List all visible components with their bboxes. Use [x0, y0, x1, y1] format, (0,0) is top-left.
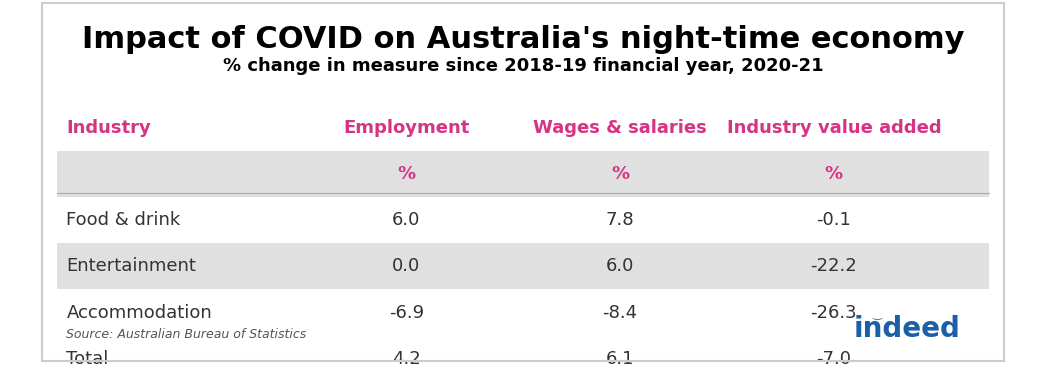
Text: Entertainment: Entertainment: [67, 257, 197, 275]
Text: -26.3: -26.3: [811, 303, 857, 322]
Text: indeed: indeed: [854, 315, 960, 343]
Text: Total: Total: [67, 350, 109, 368]
Text: -0.1: -0.1: [816, 211, 851, 229]
Text: Industry: Industry: [67, 118, 152, 137]
Text: 6.0: 6.0: [606, 257, 634, 275]
Text: %: %: [611, 165, 630, 183]
Text: % change in measure since 2018-19 financial year, 2020-21: % change in measure since 2018-19 financ…: [223, 57, 823, 75]
Text: 6.1: 6.1: [606, 350, 634, 368]
Text: %: %: [397, 165, 415, 183]
Text: Accommodation: Accommodation: [67, 303, 212, 322]
Text: -7.0: -7.0: [816, 350, 851, 368]
Text: Wages & salaries: Wages & salaries: [533, 118, 707, 137]
Text: -22.2: -22.2: [811, 257, 858, 275]
Text: 6.0: 6.0: [392, 211, 420, 229]
Text: Impact of COVID on Australia's night-time economy: Impact of COVID on Australia's night-tim…: [82, 25, 964, 54]
Text: 4.2: 4.2: [392, 350, 420, 368]
Text: Source: Australian Bureau of Statistics: Source: Australian Bureau of Statistics: [67, 328, 306, 341]
Text: Food & drink: Food & drink: [67, 211, 181, 229]
Text: Industry value added: Industry value added: [727, 118, 941, 137]
Text: -6.9: -6.9: [389, 303, 424, 322]
Text: ⁀: ⁀: [874, 306, 883, 316]
Text: Employment: Employment: [343, 118, 470, 137]
FancyBboxPatch shape: [56, 151, 990, 197]
Text: 7.8: 7.8: [606, 211, 635, 229]
Text: 0.0: 0.0: [392, 257, 420, 275]
FancyBboxPatch shape: [56, 243, 990, 289]
Text: %: %: [825, 165, 843, 183]
Text: -8.4: -8.4: [602, 303, 638, 322]
